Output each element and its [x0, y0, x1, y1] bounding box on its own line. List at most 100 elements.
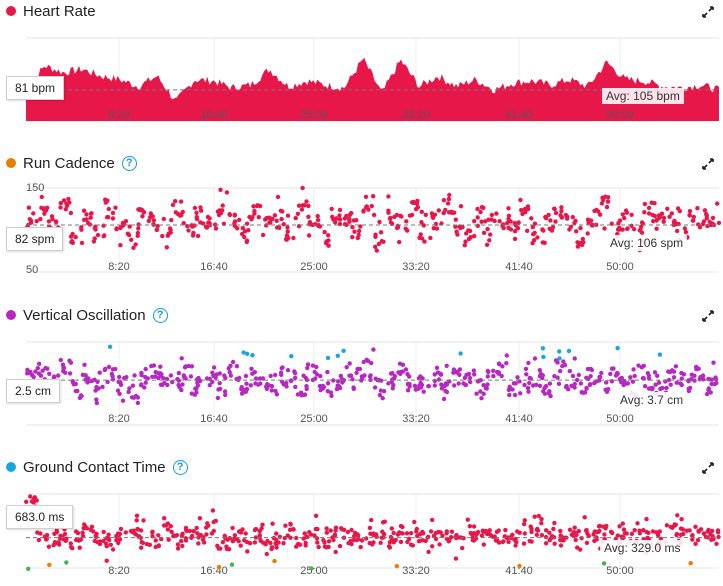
data-point: [585, 231, 590, 236]
help-icon[interactable]: ?: [121, 155, 137, 171]
heart-rate-chart[interactable]: 8:2016:4025:0033:2041:4050:008:2016:4025…: [0, 0, 723, 146]
data-point: [527, 375, 532, 381]
data-point: [153, 369, 158, 375]
data-point: [337, 221, 343, 227]
expand-icon[interactable]: [701, 5, 715, 19]
data-point: [123, 219, 129, 224]
data-point: [355, 532, 360, 537]
expand-icon[interactable]: [701, 309, 715, 323]
vertical-oscillation-chart[interactable]: 8:20 16:40 25:00 33:20 41:40 50:00: [0, 304, 723, 450]
data-point: [668, 382, 673, 387]
data-point: [578, 225, 583, 231]
data-point: [169, 529, 174, 534]
data-point: [170, 379, 175, 385]
ground-contact-time-avg-label: Avg: 329.0 ms: [600, 540, 685, 556]
data-point: [63, 207, 68, 212]
data-point: [83, 524, 88, 529]
data-point: [285, 229, 290, 234]
data-point: [584, 540, 590, 545]
help-icon[interactable]: ?: [152, 307, 168, 323]
data-point: [64, 201, 69, 206]
data-point: [325, 381, 331, 386]
data-point: [411, 200, 416, 206]
data-point: [180, 543, 185, 549]
data-point: [218, 546, 223, 551]
data-point: [32, 495, 37, 500]
data-point: [135, 400, 141, 406]
data-point: [542, 240, 547, 245]
data-point: [539, 533, 545, 538]
data-point: [91, 239, 97, 244]
data-point: [398, 539, 404, 545]
data-point: [564, 214, 570, 219]
data-point: [177, 213, 183, 218]
data-point: [361, 359, 366, 365]
data-point: [299, 207, 305, 212]
data-point: [52, 540, 58, 545]
data-point: [195, 531, 200, 536]
data-point: [597, 523, 603, 529]
ground-contact-time-title: Ground Contact Time: [23, 458, 166, 476]
data-point: [412, 519, 417, 525]
data-point: [610, 530, 615, 536]
data-point: [553, 210, 559, 216]
data-point: [704, 216, 709, 221]
data-point: [656, 380, 662, 385]
data-point: [45, 205, 50, 210]
data-point: [380, 520, 386, 525]
data-point: [430, 215, 436, 220]
data-point: [570, 373, 576, 379]
data-point: [507, 392, 512, 398]
data-point: [209, 531, 215, 536]
data-point: [36, 537, 42, 543]
data-point: [189, 364, 195, 369]
data-point: [347, 361, 352, 366]
data-point: [620, 227, 625, 232]
data-point: [56, 540, 61, 545]
data-point: [389, 379, 394, 385]
data-point: [371, 540, 376, 545]
expand-icon[interactable]: [701, 157, 715, 171]
data-point: [290, 527, 296, 532]
data-point: [207, 383, 212, 388]
data-point: [106, 532, 111, 537]
data-point: [154, 227, 160, 232]
expand-icon[interactable]: [701, 461, 715, 475]
help-icon[interactable]: ?: [172, 459, 188, 475]
data-point: [428, 235, 433, 241]
run-cadence-chart[interactable]: 8:20 16:40 25:00 33:20 41:40 50:00: [0, 152, 723, 298]
data-point: [245, 351, 250, 356]
data-point: [525, 228, 530, 233]
data-point: [552, 520, 557, 526]
data-point: [687, 385, 693, 391]
data-point: [693, 541, 698, 546]
data-point: [687, 528, 692, 533]
data-point: [493, 538, 499, 543]
data-point: [89, 524, 95, 529]
data-point: [687, 209, 693, 214]
data-point: [150, 529, 155, 534]
data-point: [487, 528, 492, 533]
data-point: [420, 529, 425, 535]
data-point: [186, 363, 191, 369]
data-point: [280, 209, 285, 214]
data-point: [29, 499, 35, 504]
data-point: [488, 232, 493, 237]
data-point: [455, 232, 460, 237]
data-point: [394, 212, 399, 218]
heart-rate-area: [26, 57, 719, 121]
data-point: [189, 223, 194, 228]
data-point: [377, 392, 383, 398]
data-point: [116, 540, 121, 546]
data-point: [322, 229, 327, 235]
data-point: [326, 238, 331, 243]
data-point: [419, 209, 424, 214]
data-point: [124, 375, 129, 380]
data-point: [552, 206, 557, 212]
data-point: [60, 362, 66, 367]
data-point: [240, 225, 245, 231]
data-point: [37, 361, 42, 366]
data-point: [110, 547, 116, 552]
ground-contact-time-chart[interactable]: 8:20 16:40 25:00 33:20 41:40 50:00: [0, 456, 723, 586]
data-point: [682, 226, 688, 231]
